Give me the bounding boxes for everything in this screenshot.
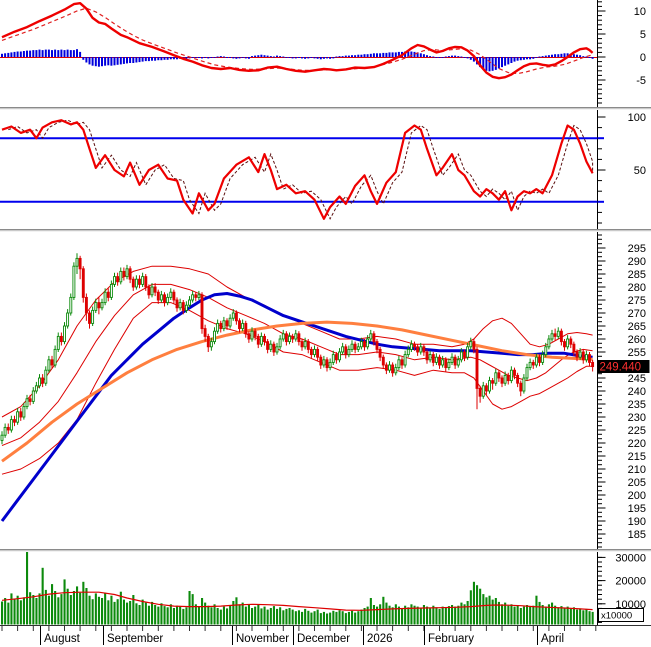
- axis-tick-label: 220: [628, 438, 646, 450]
- axis-tick-label: 10000: [615, 599, 646, 611]
- price-panel[interactable]: [0, 253, 595, 522]
- ma_slow_orange-line: [1, 320, 593, 463]
- axis-tick-label: 255: [628, 347, 646, 359]
- axis-tick-label: 290: [628, 256, 646, 268]
- axis-tick-label: 100: [628, 112, 646, 124]
- axis-tick-label: 205: [628, 477, 646, 489]
- axis-tick-label: 200: [628, 490, 646, 502]
- volume-unit-box: x10000: [598, 608, 644, 622]
- axis-tick-label: 225: [628, 425, 646, 437]
- axis-tick-label: 50: [634, 165, 646, 177]
- axis-tick-label: 190: [628, 516, 646, 528]
- month-label-august: August: [44, 633, 81, 645]
- bollinger_mid-line: [1, 283, 593, 447]
- axis-tick-label: 240: [628, 386, 646, 398]
- month-label-february: February: [428, 633, 474, 645]
- stochastic-k-line: [1, 119, 594, 220]
- axis-tick-label: 260: [628, 334, 646, 346]
- month-label-september: September: [107, 633, 163, 645]
- axis-tick-label: 210: [628, 464, 646, 476]
- panel-separators: [0, 107, 651, 552]
- volume-bars: [1, 552, 594, 625]
- axis-tick-label: -5: [636, 75, 646, 87]
- axis-tick-label: 245: [628, 373, 646, 385]
- last-price-marker: 249.440: [597, 360, 650, 374]
- month-label-april: April: [541, 633, 564, 645]
- volume-ma-line: [1, 591, 593, 611]
- axis-tick-label: 10: [634, 6, 646, 18]
- x-axis-strip: August September November December 2026 Febru…: [0, 625, 651, 647]
- axis-tick-label: 195: [628, 503, 646, 515]
- last-price-marker-text: 249.440: [600, 362, 642, 374]
- axis-tick-label: 185: [628, 529, 646, 541]
- axis-tick-label: 285: [628, 269, 646, 281]
- month-label-november: November: [236, 633, 289, 645]
- macd-histogram: [1, 49, 594, 72]
- axis-tick-label: 235: [628, 399, 646, 411]
- volume-unit-label: x10000: [601, 611, 632, 622]
- macd-panel[interactable]: [0, 2, 597, 80]
- ma_fast_blue-line: [0, 292, 593, 522]
- macd-signal-line: [1, 7, 593, 75]
- axis-tick-label: 5: [640, 29, 646, 41]
- axis-tick-label: 280: [628, 282, 646, 294]
- stochastic-panel[interactable]: [0, 119, 597, 220]
- axis-tick-label: 215: [628, 451, 646, 463]
- volume-unit-box-frame: [598, 608, 644, 622]
- axis-tick-label: 20000: [615, 576, 646, 588]
- month-label-2026: 2026: [367, 633, 393, 645]
- axis-tick-label: 230: [628, 412, 646, 424]
- stochastic-d-line: [8, 119, 594, 220]
- bollinger_lower-line: [1, 302, 593, 475]
- axis-tick-label: 0: [640, 52, 646, 64]
- axis-tick-label: 295: [628, 243, 646, 255]
- right-axis-scales[interactable]: 1050-51005018519019520020521021522022523…: [597, 0, 647, 625]
- axis-tick-label: 270: [628, 308, 646, 320]
- last-price-marker-bg: [597, 360, 650, 373]
- axis-tick-label: 275: [628, 295, 646, 307]
- axis-tick-label: 30000: [615, 552, 646, 564]
- volume-panel[interactable]: [1, 552, 594, 625]
- candles-layer: [0, 253, 595, 445]
- axis-tick-label: 265: [628, 321, 646, 333]
- macd-line: [1, 2, 594, 80]
- month-label-december: December: [297, 633, 350, 645]
